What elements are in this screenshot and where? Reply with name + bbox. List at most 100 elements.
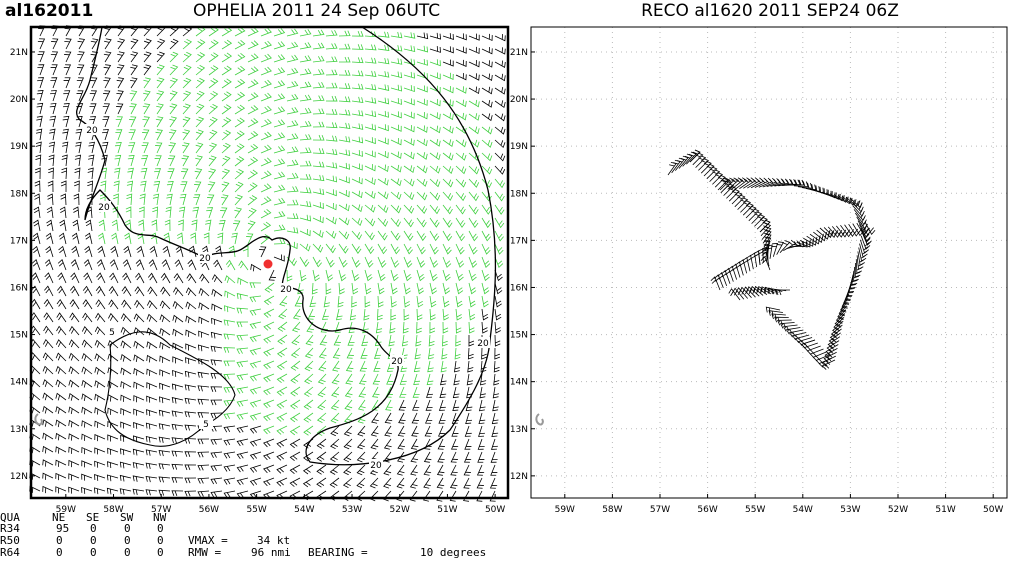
barb	[223, 373, 236, 380]
barb	[276, 477, 288, 487]
barb	[81, 486, 93, 494]
barb	[221, 65, 232, 76]
barb	[724, 267, 734, 282]
barb	[338, 149, 351, 157]
barb	[383, 438, 392, 450]
barb	[156, 103, 164, 115]
barb	[437, 451, 445, 463]
barb	[312, 269, 320, 282]
barb	[771, 242, 779, 257]
barb	[478, 412, 486, 425]
barb	[695, 155, 707, 168]
barb	[247, 131, 259, 141]
barb	[107, 447, 119, 455]
barb	[120, 326, 132, 336]
barb	[318, 360, 327, 372]
barb	[97, 232, 106, 245]
barb	[133, 408, 145, 416]
barb	[249, 347, 262, 356]
barb	[184, 437, 197, 444]
barb	[233, 220, 241, 232]
barb	[42, 392, 54, 401]
barb	[451, 425, 459, 437]
barb	[429, 269, 438, 282]
barb	[416, 256, 426, 268]
barb	[132, 475, 145, 482]
barb	[210, 438, 223, 445]
barb	[94, 339, 106, 349]
barb	[753, 285, 768, 295]
barb	[351, 256, 361, 268]
barb	[146, 395, 158, 403]
barb	[415, 334, 422, 347]
barb	[221, 104, 232, 115]
barb	[260, 209, 272, 219]
barb	[143, 51, 152, 63]
barb	[146, 409, 158, 417]
barb	[172, 300, 184, 310]
barb	[75, 128, 83, 141]
panel-frame	[29, 25, 510, 500]
barb	[481, 113, 493, 122]
barb	[364, 230, 375, 241]
y-tick-label: 14N	[10, 378, 28, 388]
barb	[90, 77, 98, 89]
barb	[263, 399, 275, 409]
barb	[145, 475, 158, 483]
barb	[455, 256, 465, 268]
barb	[426, 386, 433, 398]
barb	[260, 27, 272, 37]
barb	[249, 477, 262, 486]
barb	[136, 245, 145, 258]
barb	[468, 295, 476, 308]
barb	[69, 312, 80, 323]
barb	[338, 56, 351, 63]
barb	[58, 245, 67, 258]
barb	[761, 286, 775, 294]
barb	[760, 256, 771, 271]
barb	[290, 386, 301, 397]
barb	[290, 373, 301, 384]
barb	[160, 286, 171, 297]
table-cell: 0	[124, 546, 131, 559]
barb	[181, 168, 189, 180]
barb	[135, 259, 145, 271]
barb	[42, 459, 54, 467]
barb	[427, 360, 434, 373]
barb	[403, 178, 415, 187]
barb	[377, 110, 389, 118]
barb	[494, 126, 506, 135]
barb	[325, 175, 338, 183]
barb	[90, 38, 99, 50]
barb	[416, 125, 428, 133]
barb	[468, 308, 476, 321]
barb	[208, 142, 218, 154]
x-tick-label: 53W	[342, 505, 362, 515]
barb	[468, 60, 480, 68]
barb	[55, 352, 67, 362]
barb	[87, 180, 93, 193]
barb	[221, 168, 231, 180]
barb	[403, 85, 415, 93]
barb	[299, 269, 307, 282]
barb	[299, 134, 312, 141]
barb	[74, 154, 82, 167]
barb	[153, 180, 161, 193]
barb	[273, 28, 286, 37]
barb	[377, 124, 389, 132]
barb	[72, 219, 80, 232]
barb	[143, 90, 151, 102]
barb	[467, 347, 474, 360]
barb	[734, 194, 746, 208]
barb	[223, 425, 236, 433]
barb	[357, 425, 366, 437]
barb	[43, 298, 54, 310]
barb	[290, 399, 301, 410]
barb	[464, 438, 472, 450]
barb	[260, 40, 272, 50]
x-tick-label: 57W	[650, 505, 670, 515]
barb	[390, 204, 402, 214]
barb	[264, 282, 275, 293]
barb	[331, 386, 340, 398]
barb	[494, 282, 503, 295]
